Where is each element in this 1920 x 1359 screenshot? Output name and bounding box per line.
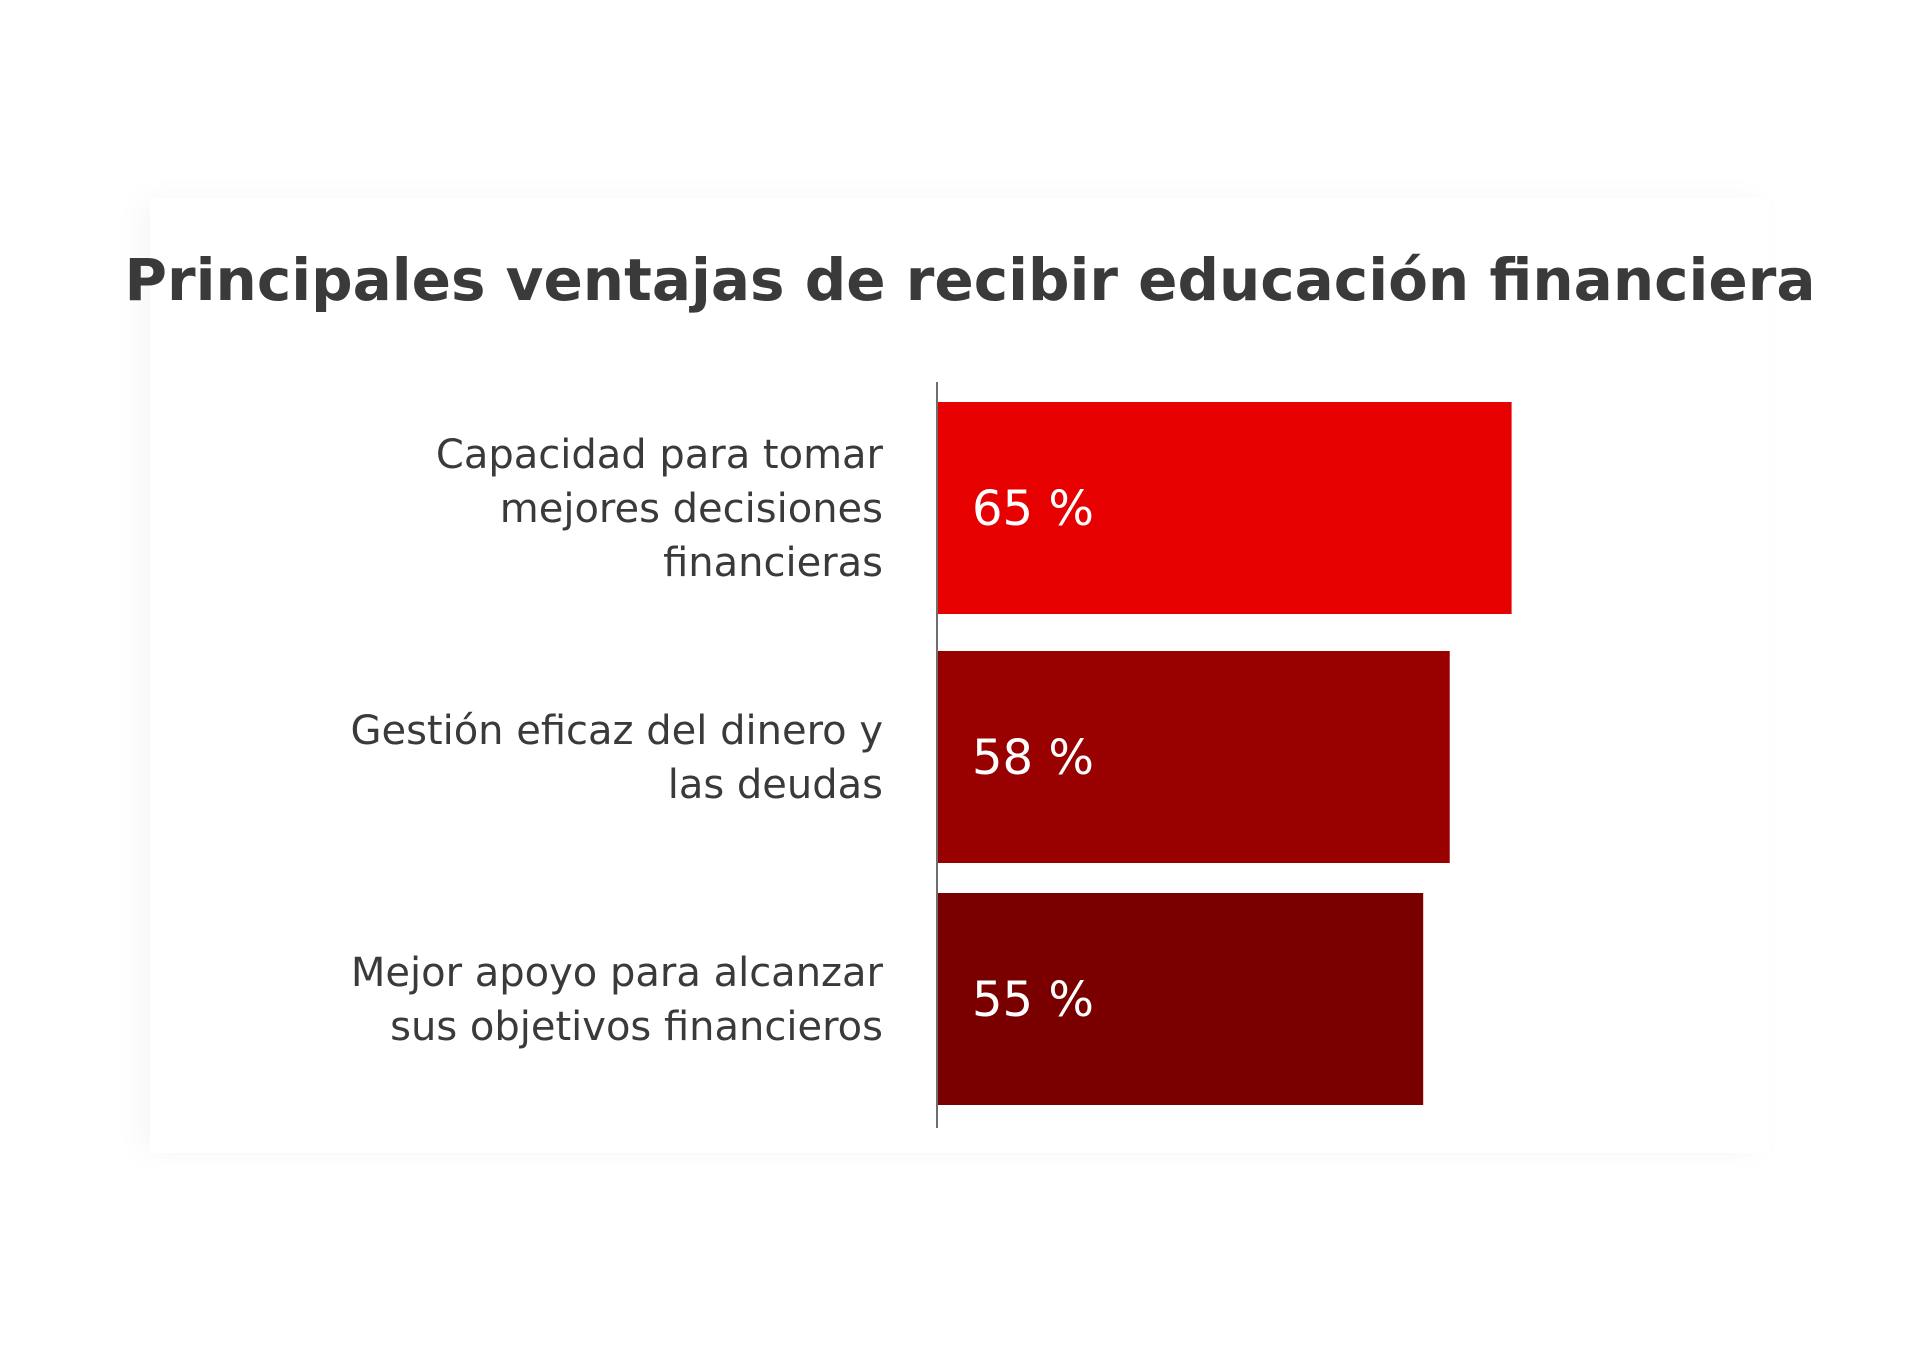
category-label-line: Capacidad para tomar [436, 432, 884, 478]
bar-3 [937, 893, 1424, 1105]
bar-2 [937, 651, 1450, 863]
chart-title: Principales ventajas de recibir educació… [125, 246, 1816, 314]
category-label-line: financieras [663, 540, 883, 586]
category-label-1: Capacidad para tomar mejores decisiones fi… [436, 432, 884, 586]
bar-value-label-3: 55 % [972, 972, 1094, 1028]
category-label-line: Mejor apoyo para alcanzar [351, 950, 884, 996]
bars-layer: 65 % Capacidad para tomar mejores decision… [350, 402, 1512, 1105]
bar-value-label-2: 58 % [972, 730, 1094, 786]
category-label-line: las deudas [668, 762, 883, 808]
category-label-line: sus objetivos financieros [390, 1004, 883, 1050]
category-label-line: mejores decisiones [500, 486, 883, 532]
bar-value-label-1: 65 % [972, 481, 1094, 537]
category-label-line: Gestión eficaz del dinero y [350, 708, 883, 754]
category-label-3: Mejor apoyo para alcanzar sus objetivos f… [351, 950, 884, 1050]
category-label-2: Gestión eficaz del dinero y las deudas [350, 708, 883, 808]
bar-1 [937, 402, 1512, 614]
